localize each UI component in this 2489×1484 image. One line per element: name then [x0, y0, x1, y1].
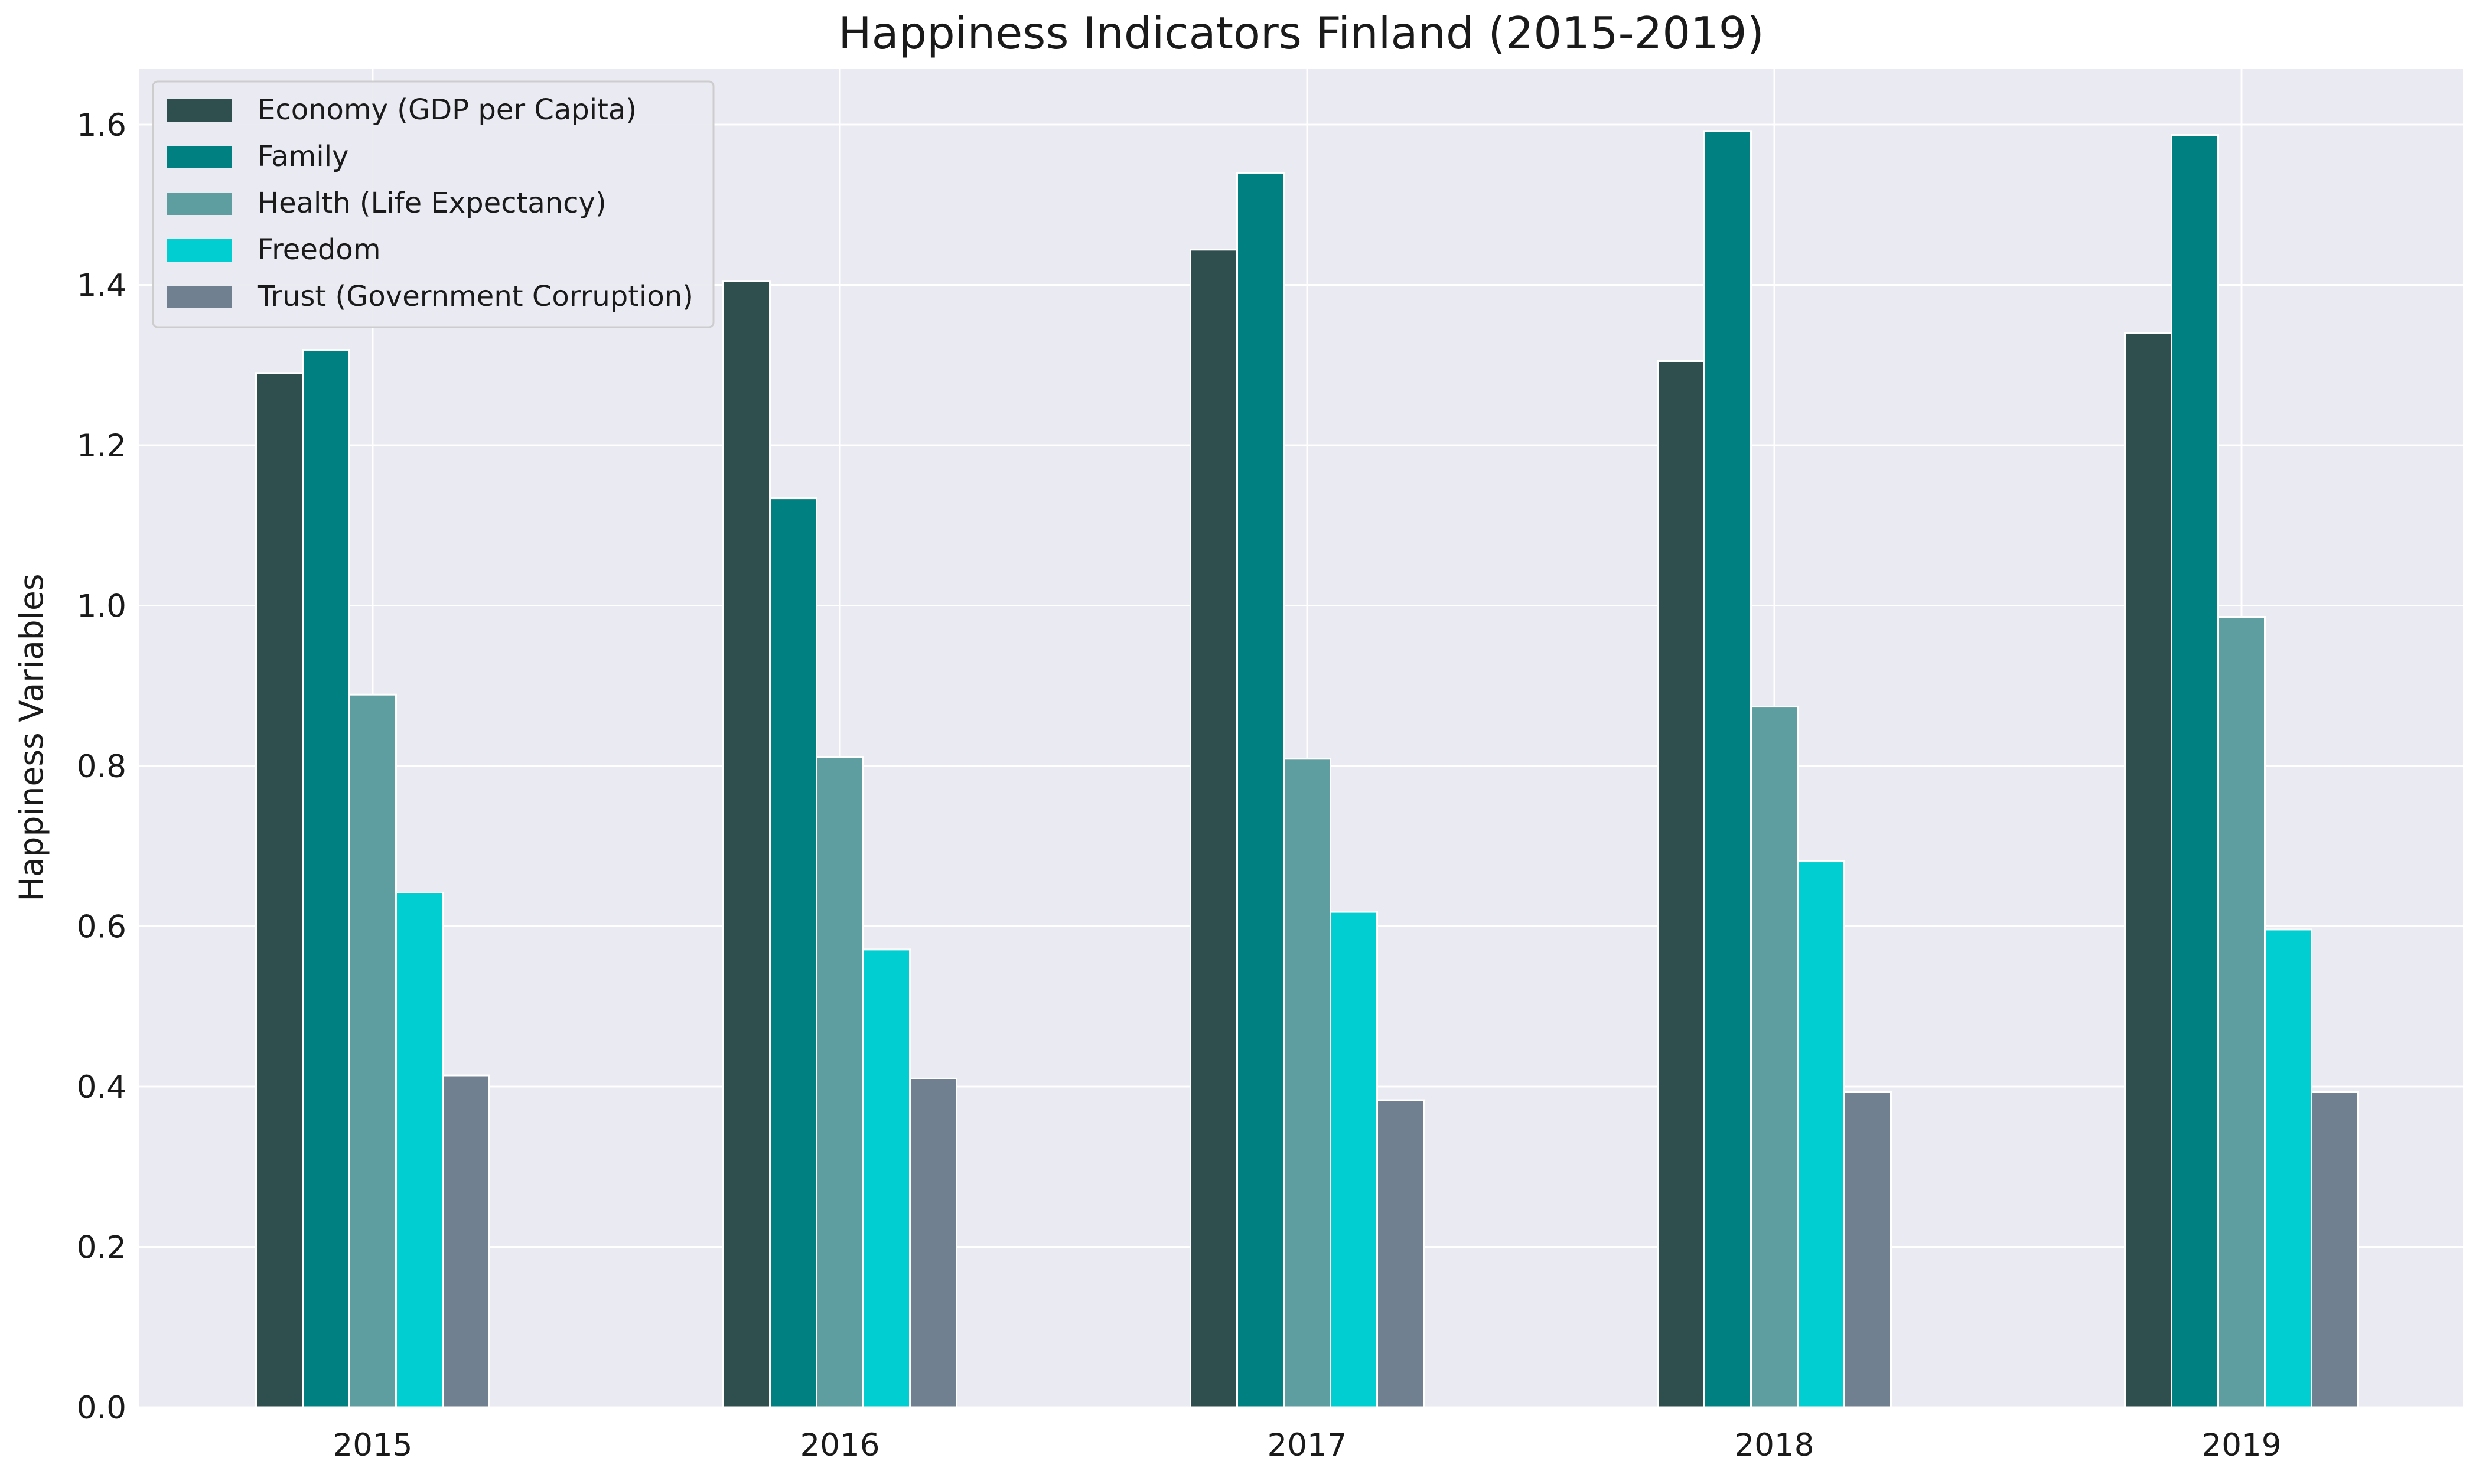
legend-swatch: [167, 193, 232, 215]
y-tick-label: 1.6: [77, 107, 126, 143]
legend-label: Economy (GDP per Capita): [258, 93, 637, 126]
bar: [1190, 249, 1238, 1408]
legend-box: [152, 80, 715, 328]
legend-label: Family: [258, 140, 348, 173]
bar: [2217, 616, 2266, 1408]
bar: [2311, 1091, 2359, 1408]
y-tick-label: 0.6: [77, 909, 126, 945]
bar: [255, 372, 304, 1408]
bar: [302, 348, 350, 1408]
x-tick-label: 2018: [1735, 1427, 1814, 1463]
x-tick-labels: 2015 2016 2017 2018 2019: [333, 1427, 2282, 1463]
legend-swatch: [167, 239, 232, 262]
bar: [816, 756, 864, 1408]
x-tick-label: 2017: [1268, 1427, 1347, 1463]
y-tick-label: 0.2: [77, 1230, 126, 1266]
legend-swatch: [167, 99, 232, 122]
bar: [1330, 911, 1378, 1408]
legend-label: Freedom: [258, 233, 380, 266]
bar: [442, 1074, 490, 1408]
bar: [1657, 360, 1705, 1408]
y-tick-label: 0.4: [77, 1069, 126, 1105]
bar: [1750, 706, 1799, 1408]
y-tick-label: 0.8: [77, 749, 126, 785]
bar: [769, 497, 817, 1408]
bar: [2124, 332, 2172, 1408]
y-tick-label: 0.0: [77, 1390, 126, 1426]
bar: [1797, 860, 1845, 1408]
bar: [909, 1077, 957, 1408]
legend-label: Trust (Government Corruption): [257, 280, 693, 313]
bar: [1236, 171, 1285, 1408]
legend-label: Health (Life Expectancy): [258, 187, 607, 220]
bar: [862, 948, 911, 1408]
y-tick-label: 1.0: [77, 589, 126, 625]
bar: [1843, 1091, 1892, 1408]
legend-swatch: [167, 286, 232, 308]
y-tick-labels: 0.0 0.2 0.4 0.6 0.8 1.0 1.2 1.4 1.6: [77, 107, 126, 1426]
bar: [2171, 134, 2219, 1408]
bar: [395, 891, 444, 1408]
bar: [1283, 758, 1331, 1408]
legend: Economy (GDP per Capita) Family Health (Li…: [152, 80, 715, 328]
bar: [1376, 1099, 1425, 1408]
y-axis-label: Happiness Variables: [12, 574, 50, 902]
x-tick-label: 2016: [800, 1427, 880, 1463]
legend-swatch: [167, 146, 232, 168]
bar: [722, 280, 771, 1408]
bar: [2264, 928, 2312, 1408]
y-tick-label: 1.4: [77, 268, 126, 304]
x-tick-label: 2015: [333, 1427, 413, 1463]
bar: [1703, 130, 1752, 1408]
chart-title: Happiness Indicators Finland (2015-2019): [838, 7, 1764, 59]
y-tick-label: 1.2: [77, 428, 126, 464]
bar: [348, 693, 397, 1408]
x-tick-label: 2019: [2202, 1427, 2282, 1463]
bars: [255, 130, 2359, 1408]
